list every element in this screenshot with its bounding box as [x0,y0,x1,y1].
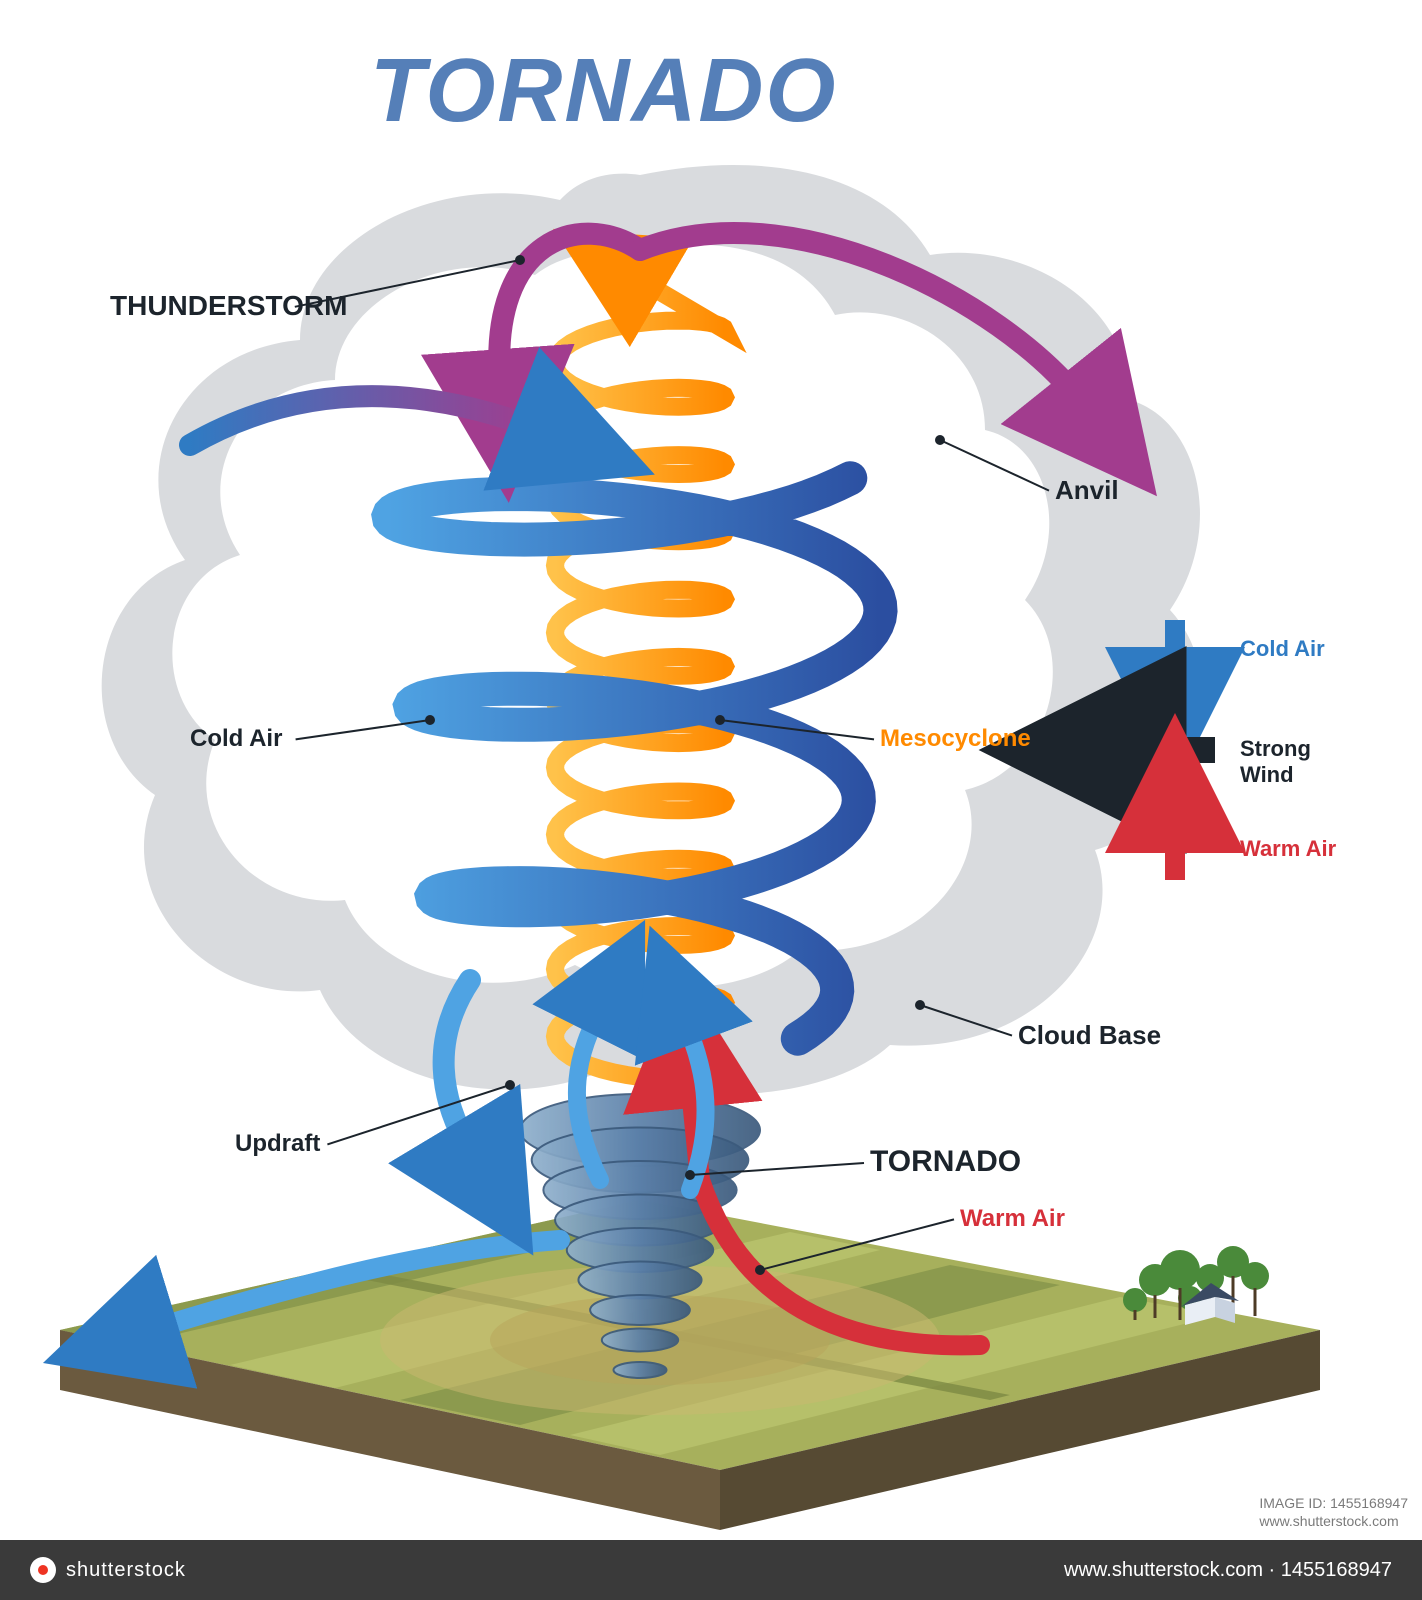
label-tornado: TORNADO [870,1145,1021,1179]
diagram-stage: TORNADO THUNDERSTORM Anvil Cold Air Mesocyc… [0,0,1422,1600]
footer-bar: shutterstock www.shutterstock.com · 1455… [0,1540,1422,1600]
footer-url: www.shutterstock.com · 1455168947 [1064,1559,1392,1582]
label-cloud-base: Cloud Base [1018,1020,1161,1051]
label-cold-air: Cold Air [190,725,282,753]
legend-label-warm-air: Warm Air [1240,836,1336,862]
label-mesocyclone: Mesocyclone [880,725,1031,753]
image-src-line: www.shutterstock.com [1259,1512,1408,1530]
label-updraft: Updraft [235,1130,320,1158]
legend-label-cold-air: Cold Air [1240,636,1325,662]
legend-label-strong-wind: StrongWind [1240,736,1311,788]
image-id-line: IMAGE ID: 1455168947 [1259,1494,1408,1512]
footer-brand: shutterstock [66,1559,186,1582]
shutterstock-icon [30,1557,56,1583]
diagram-svg [0,0,1422,1600]
label-warm-air: Warm Air [960,1205,1065,1233]
diagram-title: TORNADO [370,40,837,143]
label-anvil: Anvil [1055,475,1119,506]
image-id-block: IMAGE ID: 1455168947 www.shutterstock.co… [1259,1494,1408,1530]
label-thunderstorm: THUNDERSTORM [110,290,347,322]
footer-logo: shutterstock [30,1557,186,1583]
